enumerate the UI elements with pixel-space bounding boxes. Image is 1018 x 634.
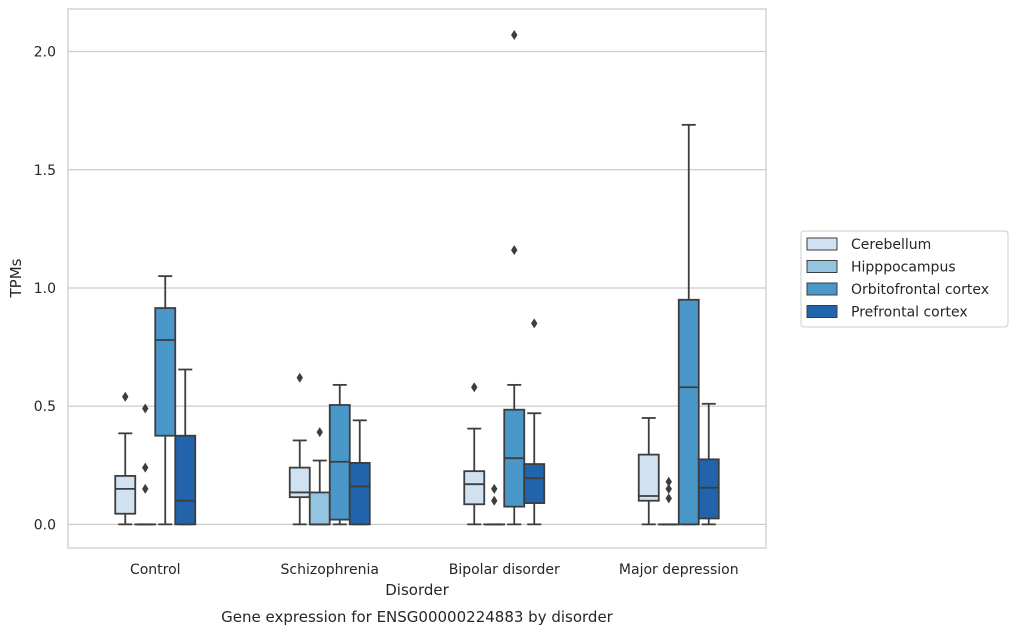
outlier-point — [142, 483, 149, 494]
box-prefrontal-cortex — [348, 419, 371, 526]
box-body — [348, 461, 371, 526]
box-prefrontal-cortex — [697, 402, 720, 526]
outlier-point — [665, 483, 672, 494]
outlier-point — [316, 427, 323, 438]
outlier-point — [296, 372, 303, 383]
outlier-point — [531, 318, 538, 329]
box-orbitofrontal-cortex — [328, 383, 351, 526]
box-body — [174, 434, 197, 526]
box-hipppocampus — [483, 483, 506, 526]
box-cerebellum — [637, 417, 660, 526]
box-body — [523, 463, 546, 504]
box-body — [697, 458, 720, 520]
outlier-point — [491, 483, 498, 494]
outlier-point — [511, 245, 518, 256]
chart-caption: Gene expression for ENSG00000224883 by d… — [221, 608, 614, 626]
x-axis-label: Disorder — [385, 581, 449, 599]
y-tick-label: 1.5 — [34, 163, 56, 179]
box-prefrontal-cortex — [174, 368, 197, 526]
legend-swatch — [806, 305, 838, 318]
box-body — [463, 470, 486, 506]
x-tick-label: Schizophrenia — [281, 562, 379, 578]
box-body — [637, 453, 660, 502]
legend: Cerebellum Hipppocampus Orbitofrontal cort… — [800, 230, 1009, 328]
box-cerebellum — [463, 382, 486, 526]
grid-lines — [68, 50, 766, 525]
box-body — [677, 298, 700, 526]
box-body — [114, 474, 137, 515]
box-cerebellum — [288, 372, 311, 526]
box-cerebellum — [114, 391, 137, 526]
legend-swatch — [806, 237, 838, 251]
legend-frame — [800, 230, 1009, 328]
outlier-point — [122, 391, 129, 402]
legend-label: Prefrontal cortex — [851, 305, 968, 321]
outlier-point — [665, 493, 672, 504]
x-tick-label: Control — [130, 562, 181, 578]
y-axis-label: TPMs — [7, 258, 25, 298]
y-tick-label: 0.0 — [34, 517, 56, 533]
outlier-point — [142, 462, 149, 473]
outlier-point — [142, 403, 149, 414]
outlier-point — [665, 476, 672, 487]
x-axis-ticks: Control Schizophrenia Bipolar disorder Majo… — [130, 562, 739, 578]
plot-area-frame — [67, 8, 767, 549]
y-tick-label: 0.5 — [34, 399, 56, 415]
box-body — [154, 307, 177, 437]
outlier-point — [511, 30, 518, 41]
y-axis-ticks: 0.0 0.5 1.0 1.5 2.0 — [34, 45, 56, 534]
y-tick-label: 2.0 — [34, 45, 56, 61]
box-hipppocampus — [657, 476, 680, 526]
boxes — [114, 30, 720, 526]
box-orbitofrontal-cortex — [154, 275, 177, 526]
box-hipppocampus — [134, 403, 157, 526]
box-orbitofrontal-cortex — [503, 30, 526, 526]
legend-swatch — [806, 282, 838, 296]
legend-label: Orbitofrontal cortex — [851, 282, 989, 298]
legend-swatch — [806, 260, 838, 273]
legend-label: Hipppocampus — [851, 260, 956, 276]
legend-label: Cerebellum — [851, 237, 931, 253]
box-prefrontal-cortex — [523, 318, 546, 526]
outlier-point — [491, 495, 498, 506]
box-hipppocampus — [308, 427, 331, 526]
x-tick-label: Major depression — [619, 562, 739, 578]
box-orbitofrontal-cortex — [677, 123, 700, 526]
box-body — [308, 491, 331, 526]
x-tick-label: Bipolar disorder — [449, 562, 560, 578]
box-body — [288, 466, 311, 499]
y-tick-label: 1.0 — [34, 281, 56, 297]
outlier-point — [471, 382, 478, 393]
